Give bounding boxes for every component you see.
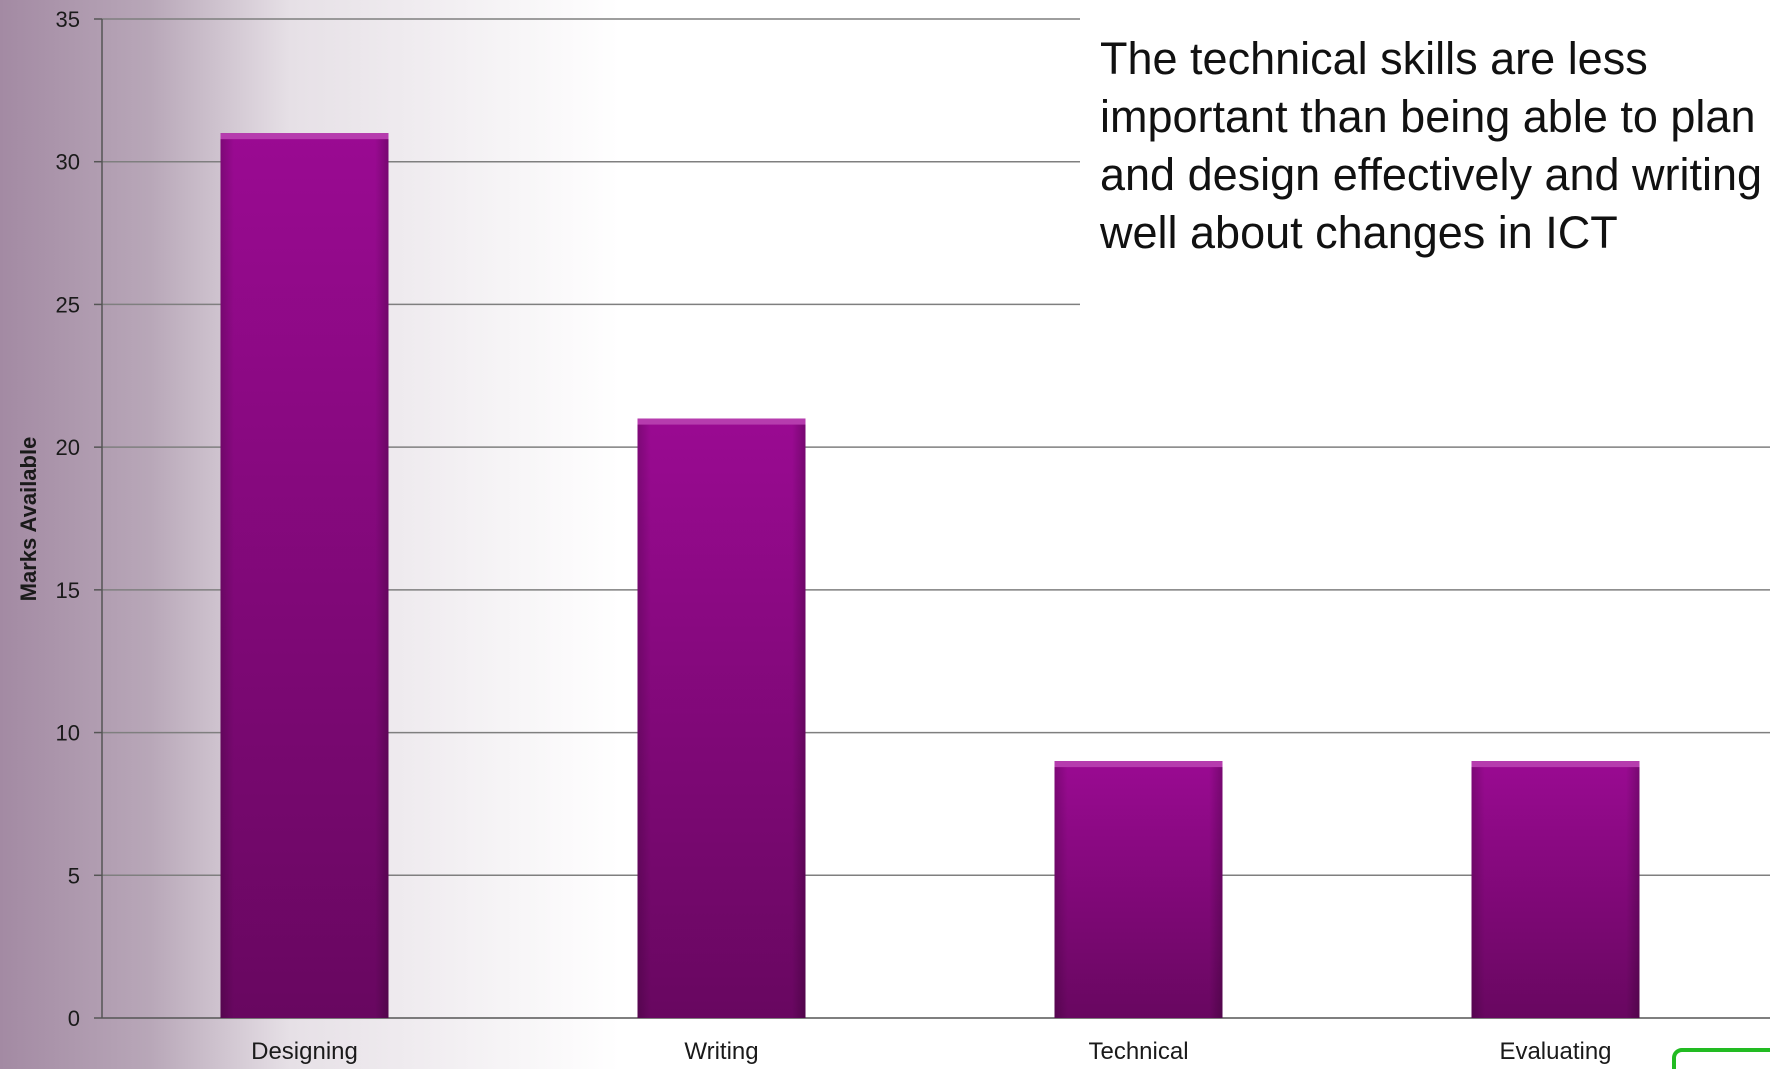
y-tick-label: 10 <box>56 721 80 746</box>
bar-bevel <box>637 418 806 1019</box>
bar-cap <box>1054 761 1223 768</box>
y-tick-label: 15 <box>56 578 80 603</box>
annotation-text: The technical skills are less important … <box>1100 30 1770 266</box>
bars <box>220 133 1640 1019</box>
y-tick-label: 35 <box>56 7 80 32</box>
nav-button[interactable] <box>1672 1048 1770 1069</box>
y-axis-title: Marks Available <box>16 437 41 602</box>
bar-cap <box>1471 761 1640 768</box>
y-tick-label: 30 <box>56 150 80 175</box>
bar-cap <box>637 418 806 425</box>
bar-cap <box>220 133 389 140</box>
bar-bevel <box>1471 761 1640 1018</box>
x-category-label: Technical <box>1088 1038 1188 1065</box>
y-tick-label: 20 <box>56 435 80 460</box>
y-tick-label: 0 <box>68 1006 80 1031</box>
y-tick-label: 25 <box>56 292 80 317</box>
x-category-label: Writing <box>684 1038 758 1065</box>
bar-bevel <box>1054 761 1223 1018</box>
x-category-label: Evaluating <box>1499 1038 1611 1065</box>
bar-bevel <box>220 133 389 1018</box>
y-tick-label: 5 <box>68 863 80 888</box>
x-category-label: Designing <box>251 1038 358 1065</box>
tick-labels: 0 5 10 15 20 25 30 35 Designing Writing Technical E… <box>56 7 1612 1065</box>
